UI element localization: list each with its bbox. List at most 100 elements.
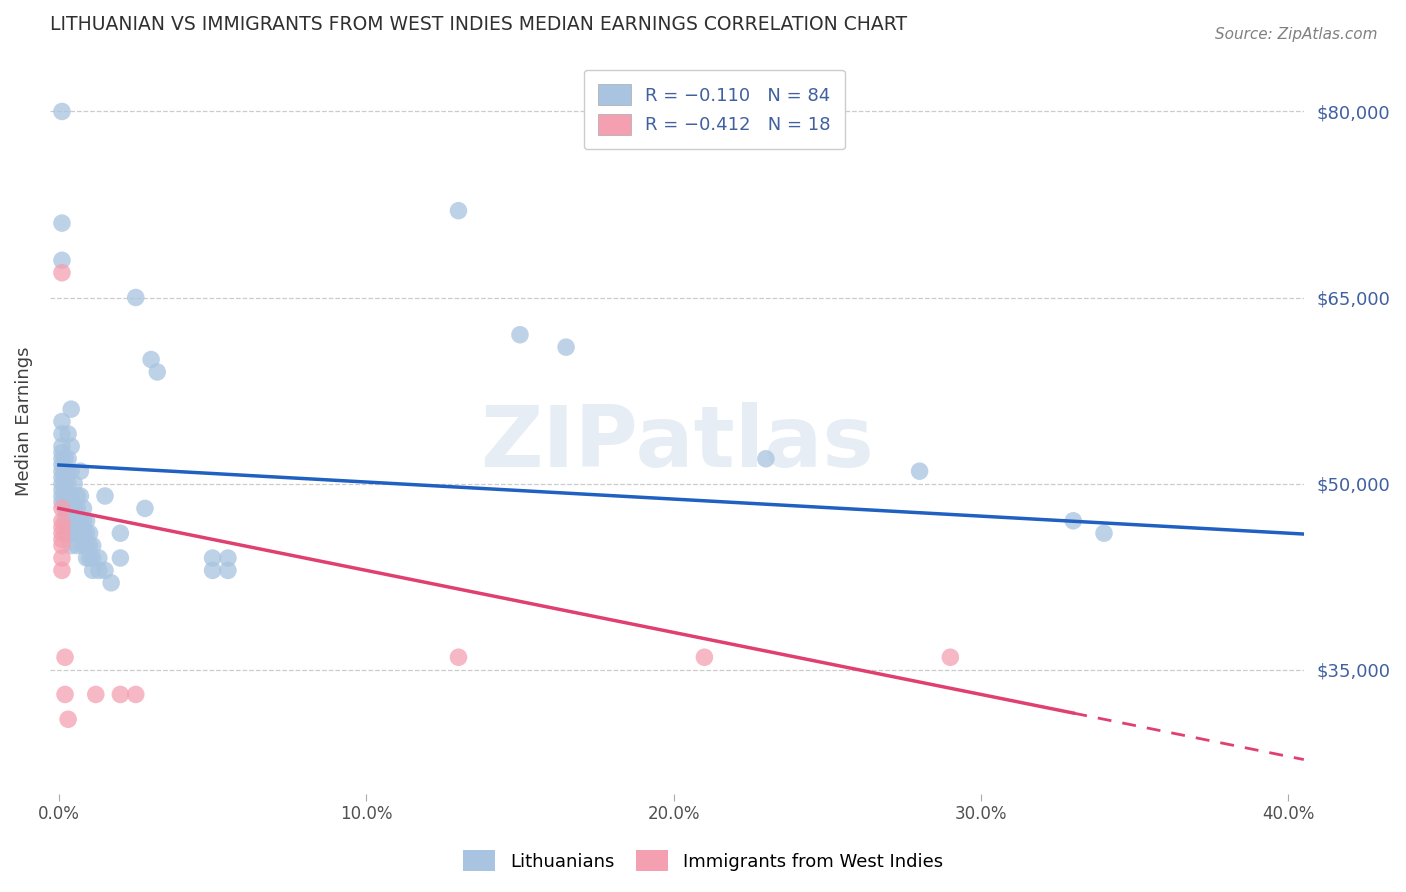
Legend: R = −0.110   N = 84, R = −0.412   N = 18: R = −0.110 N = 84, R = −0.412 N = 18 (583, 70, 845, 149)
Point (56, 427, 79, 442)
Point (60, 439, 83, 453)
Point (1062, 514, 1084, 528)
Y-axis label: Median Earnings: Median Earnings (15, 347, 32, 496)
Point (53, 476, 76, 491)
Point (69, 526, 91, 541)
Point (53, 489, 76, 503)
Point (72, 526, 94, 541)
Point (79, 526, 101, 541)
Point (201, 563, 224, 577)
Point (79, 539, 101, 553)
Point (51, 266, 73, 280)
Point (110, 551, 132, 566)
Point (66, 514, 89, 528)
Point (72, 514, 94, 528)
Point (60, 464, 83, 478)
Point (51, 427, 73, 442)
Point (56, 489, 79, 503)
Point (51, 476, 73, 491)
Point (51, 563, 73, 577)
Point (82, 539, 104, 553)
Point (110, 526, 132, 541)
Text: ZIPatlas: ZIPatlas (479, 402, 873, 485)
Point (87, 551, 110, 566)
Point (51, 451, 73, 466)
Point (63, 526, 86, 541)
Point (51, 489, 73, 503)
Point (51, 439, 73, 453)
Point (201, 551, 224, 566)
Point (53, 514, 76, 528)
Point (76, 526, 98, 541)
Point (51, 551, 73, 566)
Point (87, 563, 110, 577)
Point (63, 514, 86, 528)
Point (56, 464, 79, 478)
Point (53, 688, 76, 702)
Point (51, 514, 73, 528)
Point (146, 365, 169, 379)
Point (56, 451, 79, 466)
Point (53, 501, 76, 516)
Point (63, 476, 86, 491)
Point (72, 539, 94, 553)
Point (51, 458, 73, 472)
Point (51, 445, 73, 459)
Point (84, 688, 107, 702)
Point (79, 551, 101, 566)
Point (69, 514, 91, 528)
Text: Source: ZipAtlas.com: Source: ZipAtlas.com (1215, 27, 1378, 42)
Point (125, 688, 148, 702)
Point (51, 415, 73, 429)
Point (56, 476, 79, 491)
Point (60, 501, 83, 516)
Point (555, 340, 578, 354)
Point (139, 352, 162, 367)
Point (51, 501, 73, 516)
Point (51, 253, 73, 268)
Point (53, 650, 76, 665)
Point (72, 501, 94, 516)
Point (63, 501, 86, 516)
Point (51, 520, 73, 534)
Point (60, 514, 83, 528)
Point (66, 539, 89, 553)
Point (69, 464, 91, 478)
Point (76, 539, 98, 553)
Point (100, 575, 122, 590)
Point (51, 470, 73, 484)
Point (217, 563, 239, 577)
Point (60, 489, 83, 503)
Point (755, 451, 778, 466)
Point (693, 650, 716, 665)
Point (51, 533, 73, 547)
Point (939, 650, 962, 665)
Point (447, 650, 470, 665)
Legend: Lithuanians, Immigrants from West Indies: Lithuanians, Immigrants from West Indies (456, 843, 950, 879)
Point (56, 526, 79, 541)
Point (908, 464, 931, 478)
Point (51, 216, 73, 230)
Point (56, 514, 79, 528)
Point (51, 495, 73, 509)
Point (134, 501, 156, 516)
Point (66, 526, 89, 541)
Point (56, 501, 79, 516)
Point (94, 563, 117, 577)
Point (66, 489, 89, 503)
Point (53, 451, 76, 466)
Text: LITHUANIAN VS IMMIGRANTS FROM WEST INDIES MEDIAN EARNINGS CORRELATION CHART: LITHUANIAN VS IMMIGRANTS FROM WEST INDIE… (49, 15, 907, 34)
Point (53, 526, 76, 541)
Point (51, 464, 73, 478)
Point (66, 501, 89, 516)
Point (447, 203, 470, 218)
Point (125, 291, 148, 305)
Point (60, 539, 83, 553)
Point (82, 551, 104, 566)
Point (217, 551, 239, 566)
Point (76, 551, 98, 566)
Point (509, 327, 531, 342)
Point (1092, 526, 1115, 541)
Point (51, 526, 73, 541)
Point (60, 526, 83, 541)
